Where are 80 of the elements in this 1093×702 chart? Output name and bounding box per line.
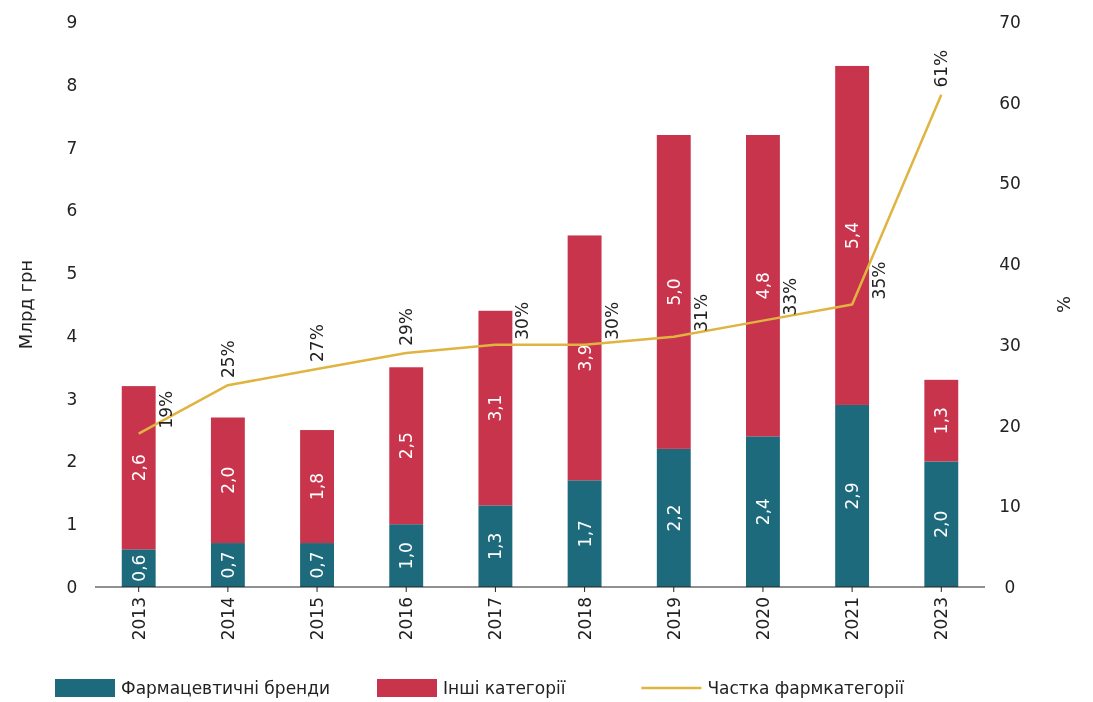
y2-tick-label: 60	[999, 92, 1021, 113]
y2-tick-label: 20	[999, 415, 1021, 436]
data-label: 1,3	[931, 407, 952, 435]
y-tick-label: 0	[66, 577, 78, 597]
x-tick-label: 2021	[842, 597, 863, 641]
y-tick-label: 5	[66, 263, 78, 284]
data-label: 30%	[601, 301, 622, 340]
x-tick-label: 2018	[574, 597, 595, 641]
bar	[656, 448, 691, 587]
legend-label: Інші категорії	[443, 678, 566, 698]
data-label: 0,6	[128, 554, 149, 582]
data-label: 2,0	[217, 466, 238, 494]
data-label: 30%	[512, 301, 533, 340]
y-tick-label: 6	[66, 200, 78, 221]
x-tick-label: 2023	[931, 597, 952, 641]
data-label: 3,1	[485, 394, 506, 422]
data-label: 3,9	[574, 344, 595, 372]
data-label: 2,5	[396, 432, 417, 460]
y2-tick-label: 50	[999, 173, 1021, 194]
bar	[300, 430, 334, 544]
data-label: 19%	[155, 390, 176, 429]
y2-tick-label: 0	[1004, 577, 1016, 597]
bar	[656, 135, 691, 449]
bar	[567, 480, 602, 587]
bar	[121, 386, 156, 550]
x-tick-label: 2015	[307, 597, 328, 641]
bar	[924, 379, 959, 462]
data-label: 1,8	[307, 473, 328, 501]
bar	[835, 65, 870, 405]
data-label: 4,8	[752, 272, 773, 300]
bar	[389, 367, 424, 525]
y-axis-title: Млрд грн	[15, 259, 36, 350]
y2-tick-label: 40	[999, 254, 1021, 275]
bar	[389, 524, 424, 587]
data-label: 2,6	[128, 454, 149, 482]
bar	[746, 135, 780, 437]
legend-label: Частка фармкатегорії	[707, 678, 905, 698]
y2-tick-label: 10	[999, 496, 1021, 517]
x-tick-label: 2017	[485, 597, 506, 641]
bar	[835, 404, 870, 587]
data-label: 33%	[779, 277, 800, 316]
y-tick-label: 2	[66, 451, 78, 472]
y-tick-label: 1	[66, 514, 78, 535]
data-label: 0,7	[307, 551, 328, 579]
data-label: 2,0	[931, 510, 952, 538]
bar	[567, 235, 602, 481]
x-tick-label: 2016	[396, 597, 417, 641]
bar	[478, 310, 513, 506]
bar	[210, 417, 245, 544]
data-label: 1,0	[396, 542, 417, 570]
data-label: 61%	[931, 49, 952, 88]
data-label: 2,4	[752, 498, 773, 526]
data-label: 29%	[396, 308, 417, 346]
data-label: 5,0	[663, 278, 684, 306]
x-tick-label: 2014	[217, 597, 238, 641]
data-label: 27%	[307, 324, 328, 362]
data-label: 5,4	[842, 221, 863, 249]
data-label: 1,7	[574, 520, 595, 548]
y2-axis-title: %	[1053, 295, 1074, 314]
y2-tick-label: 30	[999, 334, 1021, 355]
y-tick-label: 8	[66, 74, 78, 95]
bar	[478, 505, 513, 587]
data-label: 25%	[217, 340, 238, 379]
x-tick-label: 2013	[128, 597, 149, 641]
bar	[746, 436, 780, 587]
y-tick-label: 9	[66, 12, 78, 32]
legend-label: Фармацевтичні бренди	[121, 678, 331, 698]
bar	[924, 461, 959, 587]
y-tick-label: 4	[66, 325, 78, 346]
data-label: 2,9	[842, 482, 863, 510]
x-tick-label: 2019	[663, 597, 684, 641]
data-label: 35%	[869, 261, 890, 300]
x-tick-label: 2020	[752, 597, 773, 641]
data-label: 1,3	[485, 532, 506, 560]
data-label: 2,2	[663, 504, 684, 532]
data-label: 0,7	[217, 551, 238, 579]
y-tick-label: 7	[66, 137, 78, 158]
y2-tick-label: 70	[999, 12, 1021, 32]
data-label: 31%	[690, 293, 711, 332]
y-tick-label: 3	[66, 388, 78, 409]
